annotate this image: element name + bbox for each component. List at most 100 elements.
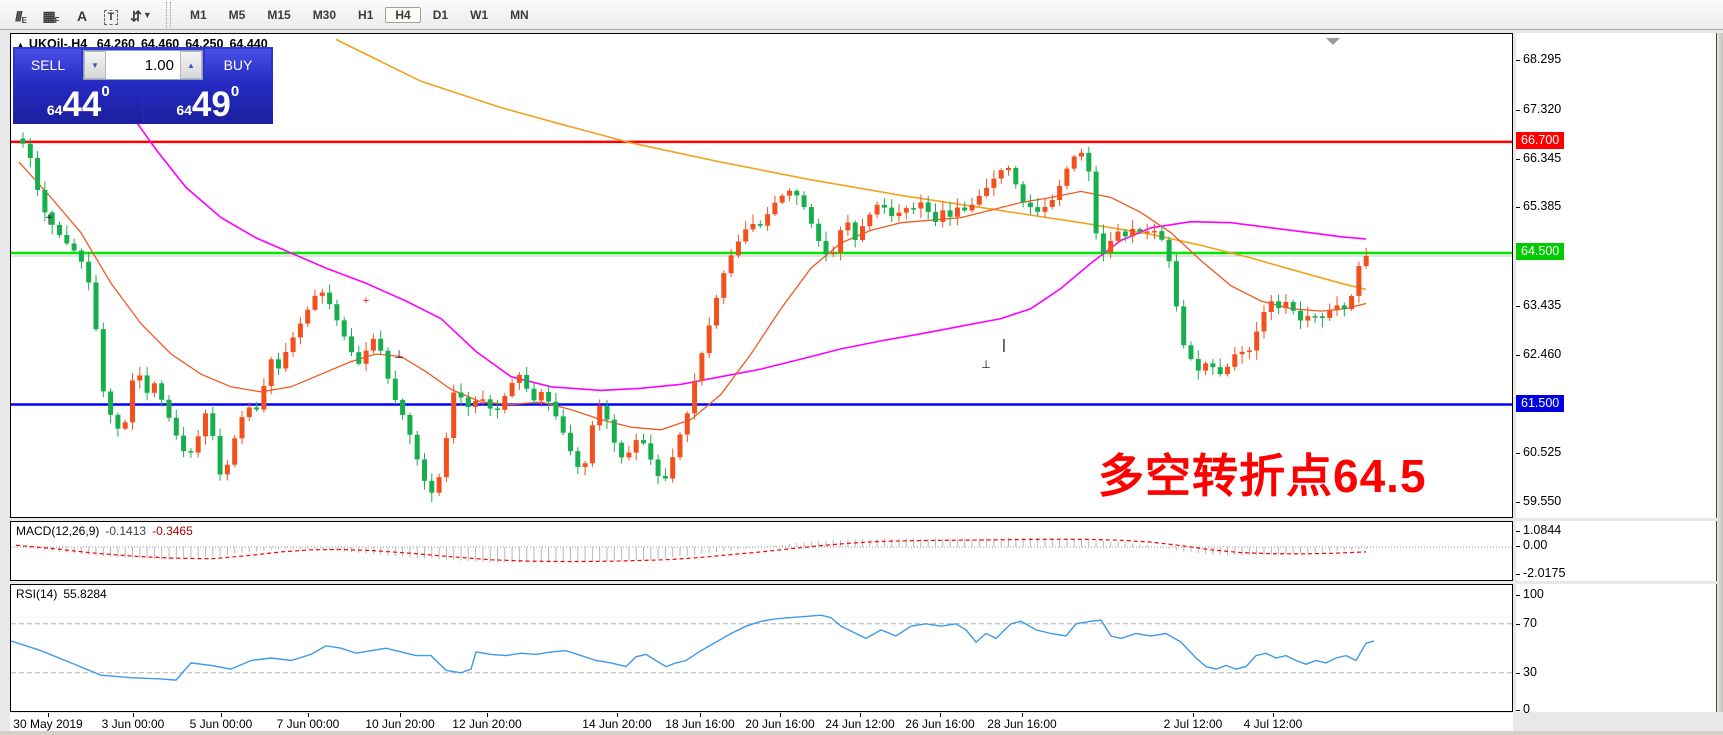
ma-slow-orange	[335, 38, 1367, 291]
fibonacci-grid-icon[interactable]: ▦ F	[42, 7, 60, 25]
volume-spinner: ▼ ▲	[83, 50, 203, 80]
time-tick	[780, 713, 781, 717]
time-label: 20 Jun 16:00	[745, 717, 815, 731]
time-label: 10 Jun 20:00	[365, 717, 435, 731]
rsi-scale-tick: 0	[1516, 701, 1530, 716]
macd-signal-value: -0.3465	[152, 524, 193, 538]
ma-fast-red	[18, 161, 1367, 431]
bid-price-big: 44	[62, 85, 102, 124]
volume-decrease-button[interactable]: ▼	[84, 51, 106, 79]
macd-scale-tick: 1.0844	[1515, 522, 1562, 537]
price-line-badge: 61.500	[1516, 394, 1565, 412]
top-toolbar: ///E ▦ F A T ⇵ ▼ M1 M5 M15 M30 H1 H4 D1 W1 MN	[0, 0, 1723, 30]
draw-lines-icon[interactable]: ///E	[14, 7, 27, 25]
price-tick: 65.385	[1515, 199, 1562, 214]
chart-object-marker: ⊥	[394, 349, 404, 361]
chart-object-marker: †	[45, 212, 52, 227]
time-tick	[617, 713, 618, 717]
macd-scale-tick: 0.00	[1515, 538, 1548, 552]
main-chart-panel[interactable]: ▲ UKOil-,H4 64.260 64.460 64.250 64.440 SELL…	[10, 33, 1513, 518]
volume-increase-button[interactable]: ▲	[180, 51, 202, 79]
chart-annotation-text: 多空转折点64.5	[1098, 450, 1427, 502]
time-label: 12 Jun 20:00	[452, 717, 522, 731]
bid-price-box[interactable]: 64 44 0	[15, 82, 142, 123]
ask-price-sup: 0	[230, 83, 240, 100]
price-tick: 62.460	[1515, 347, 1562, 362]
volume-input[interactable]	[106, 51, 180, 79]
rsi-name: RSI(14)	[16, 587, 58, 601]
timeframe-W1[interactable]: W1	[470, 7, 489, 22]
time-tick	[1273, 713, 1274, 717]
timeframe-D1[interactable]: D1	[432, 7, 449, 22]
ask-price-box[interactable]: 64 49 0	[144, 82, 271, 124]
time-tick	[700, 713, 701, 717]
macd-signal-line	[15, 538, 1367, 563]
macd-label: MACD(12,26,9) -0.1413 -0.3465	[16, 524, 193, 538]
chart-object-marker: ⊥	[981, 359, 991, 371]
candlestick-chart[interactable]: † + ⊥ ⊥ |	[11, 34, 1512, 517]
time-tick	[221, 713, 222, 717]
price-tick: 59.550	[1515, 493, 1562, 508]
rsi-label: RSI(14) 55.8284	[16, 587, 107, 601]
right-edge-strip	[1718, 33, 1723, 712]
time-axis[interactable]: 30 May 2019 3 Jun 00:00 5 Jun 00:00 7 Jun 0…	[10, 713, 1513, 732]
timeframe-M30[interactable]: M30	[312, 7, 337, 22]
rsi-line	[11, 614, 1375, 681]
price-scale[interactable]: 68.295 67.320 66.345 65.385 63.435 62.460 60.5…	[1515, 33, 1717, 518]
ma-medium-magenta	[128, 111, 1367, 392]
time-label: 14 Jun 20:00	[582, 717, 652, 731]
time-tick	[308, 713, 309, 717]
macd-panel[interactable]: MACD(12,26,9) -0.1413 -0.3465	[10, 521, 1513, 581]
time-label: 3 Jun 00:00	[101, 717, 165, 731]
timeframe-H4[interactable]: H4	[385, 6, 421, 23]
time-label: 30 May 2019	[13, 717, 83, 731]
timeframe-M1[interactable]: M1	[190, 7, 207, 22]
macd-main-value: -0.1413	[105, 524, 147, 538]
scroll-to-end-marker	[1326, 38, 1340, 45]
price-tick: 68.295	[1515, 52, 1562, 67]
text-box-icon[interactable]: T	[96, 3, 126, 27]
time-tick	[133, 713, 134, 717]
rsi-scale-tick: 100	[1516, 587, 1544, 601]
price-tick: 66.345	[1515, 150, 1562, 165]
timeframe-M5[interactable]: M5	[228, 7, 246, 22]
toolbar-separator	[166, 1, 171, 28]
timeframe-H1[interactable]: H1	[358, 7, 374, 22]
rsi-scale-tick: 30	[1516, 664, 1537, 679]
sell-button[interactable]: SELL	[15, 49, 81, 81]
time-label: 24 Jun 12:00	[825, 717, 895, 731]
rsi-panel[interactable]: RSI(14) 55.8284	[10, 584, 1513, 712]
price-tick: 60.525	[1515, 444, 1562, 459]
macd-name: MACD(12,26,9)	[16, 524, 100, 538]
time-label: 28 Jun 16:00	[987, 717, 1057, 731]
time-tick	[1193, 713, 1194, 717]
time-label: 26 Jun 16:00	[905, 717, 975, 731]
time-tick	[48, 713, 49, 717]
buy-button[interactable]: BUY	[205, 49, 271, 81]
price-tick: 63.435	[1515, 297, 1562, 312]
time-label: 2 Jul 12:00	[1163, 717, 1223, 731]
rsi-scale: 100 70 30 0	[1516, 584, 1717, 716]
time-tick	[1022, 713, 1023, 717]
timeframe-M15[interactable]: M15	[267, 7, 291, 22]
timeframe-MN[interactable]: MN	[510, 7, 529, 22]
rsi-chart	[11, 614, 1512, 681]
rsi-value: 55.8284	[63, 587, 107, 601]
time-label: 4 Jul 12:00	[1243, 717, 1303, 731]
ask-price-big: 49	[191, 85, 231, 124]
price-line-badge: 66.700	[1516, 131, 1565, 149]
rsi-scale-tick: 70	[1516, 615, 1537, 630]
ask-price-small: 64	[176, 102, 192, 118]
time-tick	[940, 713, 941, 717]
bottom-edge-strip	[0, 731, 1723, 735]
time-tick	[860, 713, 861, 717]
collapse-triangle-icon: ▲	[16, 40, 25, 50]
arrows-style-icon[interactable]: ⇵ ▼	[130, 7, 152, 24]
time-tick	[487, 713, 488, 717]
time-label: 5 Jun 00:00	[189, 717, 253, 731]
time-label: 18 Jun 16:00	[665, 717, 735, 731]
bid-price-small: 64	[46, 102, 63, 118]
time-label: 7 Jun 00:00	[276, 717, 340, 731]
text-label-icon[interactable]: A	[76, 7, 87, 24]
